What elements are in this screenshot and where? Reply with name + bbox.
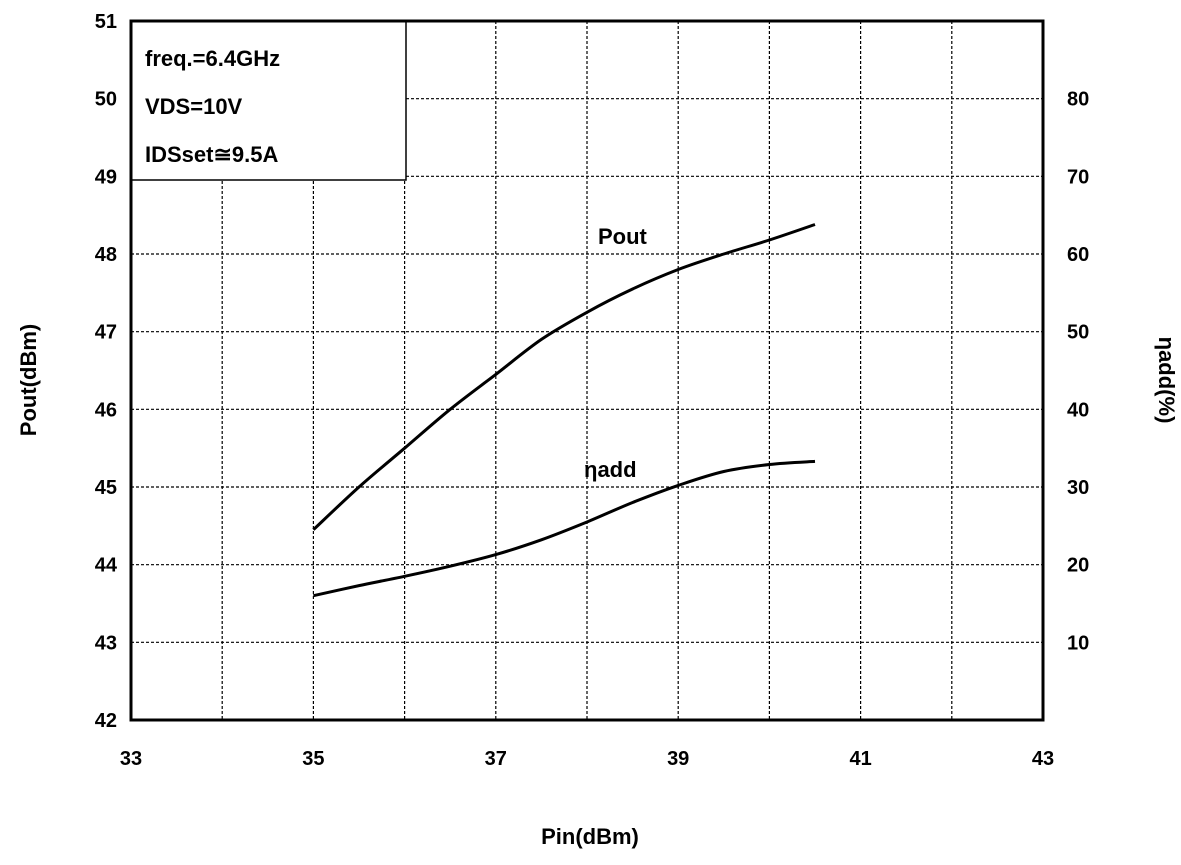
y-tick-label: 49 [95,166,117,188]
x-tick-label: 37 [485,748,507,770]
y2-tick-label: 80 [1067,89,1089,111]
grid [131,21,1043,720]
y2-tick-label: 20 [1067,555,1089,577]
y2-tick-labels: 10 20 30 40 50 60 70 80 [1067,89,1089,655]
conditions-box-frame [130,20,407,181]
condition-vds: VDS=10V [145,94,243,119]
y-tick-label: 42 [95,710,117,732]
y2-tick-label: 60 [1067,244,1089,266]
series-label-pout: Pout [598,224,648,249]
x-axis-title: Pin(dBm) [541,824,639,849]
series-line-eta [313,459,816,598]
y-tick-label: 48 [95,244,117,266]
y-tick-label: 45 [95,477,117,499]
condition-freq: freq.=6.4GHz [145,46,280,71]
x-tick-label: 33 [120,748,142,770]
y-tick-labels: 42 43 44 45 46 47 48 49 50 51 [95,11,118,732]
series-curves [312,223,816,598]
y-tick-label: 43 [95,632,117,654]
y-tick-label: 46 [95,399,117,421]
x-tick-label: 39 [667,748,689,770]
x-tick-label: 35 [302,748,324,770]
plot-frame [129,19,1045,722]
y2-tick-label: 40 [1067,399,1089,421]
y-tick-label: 47 [95,322,117,344]
condition-idsset: IDSset≅9.5A [145,142,278,167]
x-tick-labels: 33 35 37 39 41 43 [120,748,1054,770]
y2-tick-label: 30 [1067,477,1089,499]
series-label-eta: ηadd [584,457,637,482]
y2-tick-label: 10 [1067,632,1089,654]
x-tick-label: 41 [849,748,871,770]
conditions-box: freq.=6.4GHz VDS=10V IDSset≅9.5A [130,20,407,181]
y2-tick-label: 70 [1067,166,1089,188]
y-tick-label: 51 [95,11,117,33]
x-tick-label: 43 [1032,748,1054,770]
series-line-pout [312,223,816,531]
y2-axis-title: ηadd(%) [1154,337,1179,424]
y-tick-label: 50 [95,89,117,111]
y-tick-label: 44 [95,555,118,577]
y-axis-title: Pout(dBm) [16,324,41,436]
y2-tick-label: 50 [1067,322,1089,344]
